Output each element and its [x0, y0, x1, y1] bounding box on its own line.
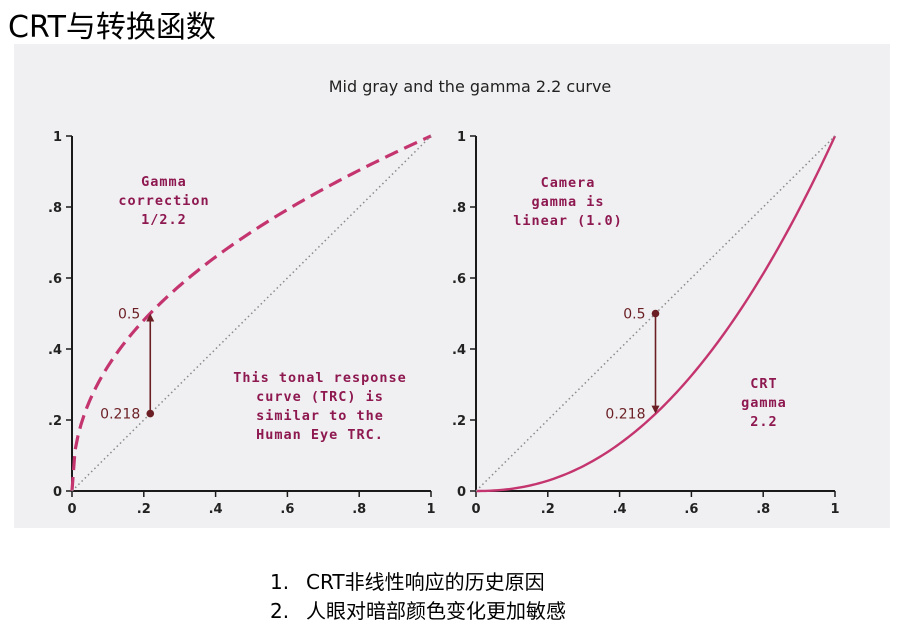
figure-title: Mid gray and the gamma 2.2 curve — [329, 77, 612, 96]
y-tick-label: .4 — [48, 343, 62, 358]
annotation-line: Gamma — [141, 174, 187, 190]
annotation-line: correction — [118, 193, 209, 209]
arrow-from-label: 0.218 — [100, 407, 140, 423]
x-tick-label: .6 — [280, 502, 294, 517]
annotation-line: similar to the — [256, 408, 384, 424]
arrow-origin-dot — [146, 409, 155, 418]
bullet-text: CRT非线性响应的历史原因 — [306, 570, 545, 594]
y-tick-label: .6 — [48, 272, 62, 287]
y-tick-label: .2 — [48, 414, 62, 429]
x-tick-label: .6 — [684, 502, 698, 517]
arrow-to-label: 0.5 — [118, 307, 140, 323]
x-tick-label: 1 — [426, 502, 435, 517]
bullet-item: 2. 人眼对暗部颜色变化更加敏感 — [270, 597, 566, 626]
y-tick-label: 1 — [53, 130, 62, 145]
chart-crt-gamma: 0 .2 .4 .6 .8 1 0 .2 .4 .6 .8 1 0.5 0.218 Camera gamma … — [452, 130, 840, 517]
bullet-text: 人眼对暗部颜色变化更加敏感 — [306, 599, 566, 623]
annotation-line: CRT — [750, 376, 777, 392]
arrow-head — [146, 313, 155, 322]
arrow-origin-dot — [651, 309, 660, 318]
gamma-curve — [475, 135, 837, 493]
annotation-line: curve (TRC) is — [256, 389, 384, 405]
x-tick-label: 1 — [830, 502, 839, 517]
arrow-head — [651, 405, 660, 414]
bullet-list: 1. CRT非线性响应的历史原因 2. 人眼对暗部颜色变化更加敏感 — [270, 568, 566, 626]
x-tick-label: 0 — [67, 502, 76, 517]
y-tick-label: .8 — [48, 201, 62, 216]
x-tick-label: .8 — [756, 502, 770, 517]
y-tick-label: 0 — [53, 485, 62, 500]
annotation-line: gamma is — [531, 194, 604, 210]
bullet-item: 1. CRT非线性响应的历史原因 — [270, 568, 566, 597]
gamma-curve — [70, 134, 432, 492]
annotation-line: Human Eye TRC. — [256, 427, 384, 443]
y-tick-label: 1 — [457, 130, 466, 145]
annotation-line: linear (1.0) — [513, 213, 623, 229]
y-tick-label: .6 — [452, 272, 466, 287]
arrow-to-label: 0.218 — [605, 407, 645, 423]
annotation-line: gamma — [741, 395, 787, 411]
y-tick-label: .8 — [452, 201, 466, 216]
arrow-from-label: 0.5 — [623, 307, 645, 323]
chart-gamma-correction: 0 .2 .4 .6 .8 1 0 .2 .4 .6 .8 1 0.218 0.5 Gamma correct… — [48, 130, 436, 517]
y-tick-label: .4 — [452, 343, 466, 358]
figure-panel — [14, 44, 890, 528]
gamma-figure: Mid gray and the gamma 2.2 curve 0 .2 .4 .6… — [48, 77, 840, 517]
x-tick-label: .4 — [613, 502, 627, 517]
x-tick-label: .2 — [137, 502, 151, 517]
x-tick-label: 0 — [471, 502, 480, 517]
x-tick-label: .2 — [541, 502, 555, 517]
y-tick-label: 0 — [457, 485, 466, 500]
bullet-number: 1. — [270, 570, 290, 594]
annotation-line: This tonal response — [233, 370, 406, 386]
slide-title: CRT与转换函数 — [8, 10, 216, 45]
y-tick-label: .2 — [452, 414, 466, 429]
diagonal-reference-line — [71, 135, 432, 492]
bullet-number: 2. — [270, 599, 290, 623]
x-tick-label: .4 — [209, 502, 223, 517]
annotation-line: 1/2.2 — [141, 212, 187, 228]
x-tick-label: .8 — [352, 502, 366, 517]
annotation-line: Camera — [541, 175, 596, 191]
annotation-line: 2.2 — [750, 414, 777, 430]
